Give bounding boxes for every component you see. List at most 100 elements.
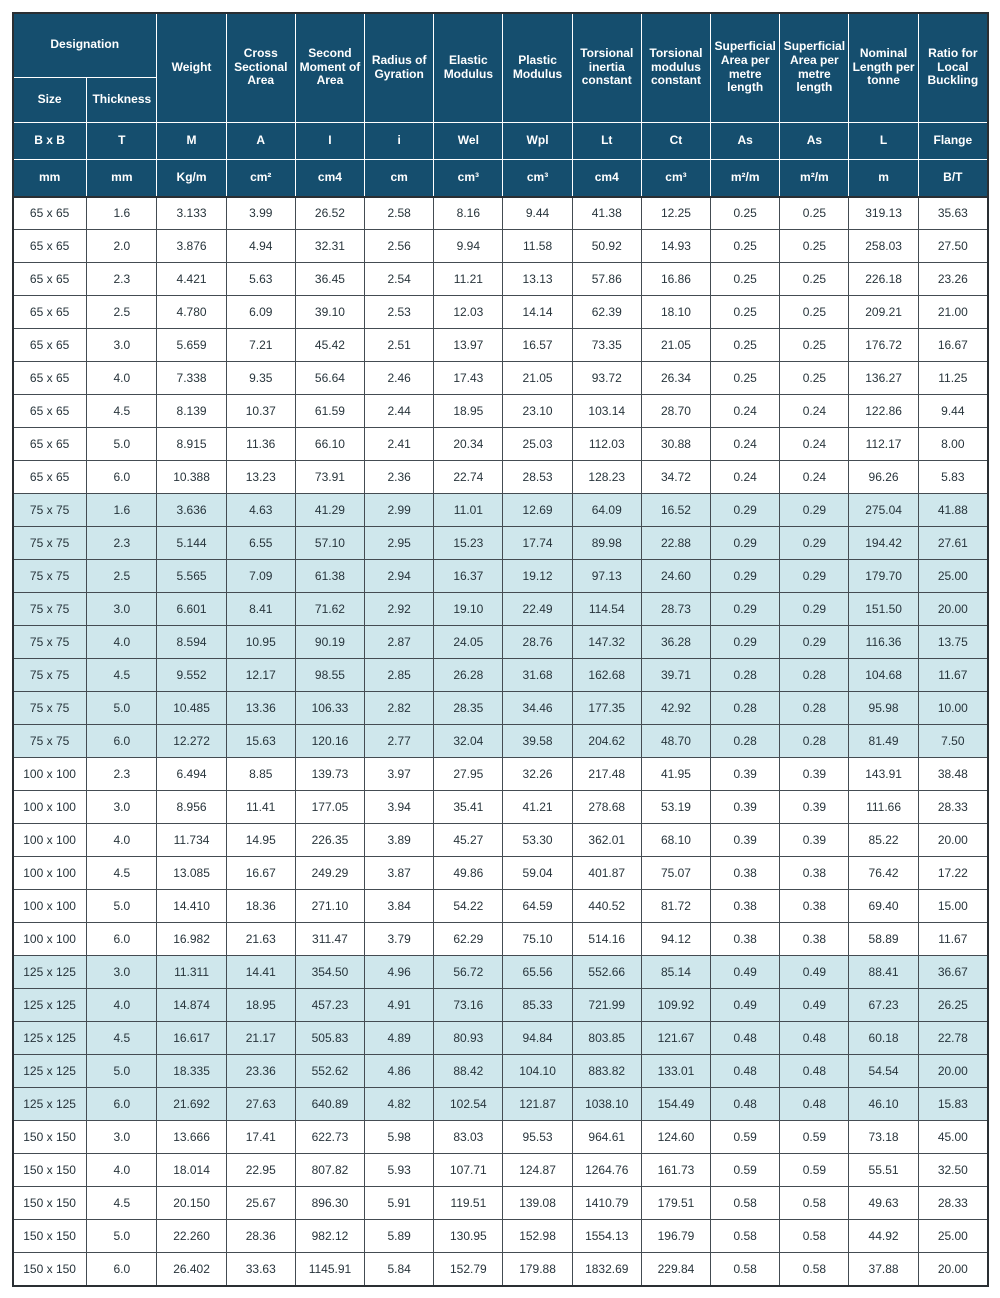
table-cell: 6.0: [87, 1088, 157, 1121]
table-cell: 2.5: [87, 560, 157, 593]
table-cell: 25.00: [918, 560, 987, 593]
table-cell: 20.00: [918, 1055, 987, 1088]
table-cell: 8.85: [226, 758, 295, 791]
table-row: 100 x 1004.513.08516.67249.293.8749.8659…: [13, 857, 988, 890]
table-cell: 11.67: [918, 659, 987, 692]
header-size: Size: [13, 78, 87, 123]
table-cell: 5.0: [87, 1220, 157, 1253]
table-cell: 1038.10: [572, 1088, 641, 1121]
unit-7: cm³: [503, 160, 572, 197]
table-cell: 73.16: [434, 989, 503, 1022]
table-cell: 69.40: [849, 890, 918, 923]
sym-6: Wel: [434, 123, 503, 160]
table-cell: 54.22: [434, 890, 503, 923]
table-cell: 23.36: [226, 1055, 295, 1088]
unit-0: mm: [13, 160, 87, 197]
table-row: 75 x 754.08.59410.9590.192.8724.0528.761…: [13, 626, 988, 659]
table-cell: 20.150: [157, 1187, 226, 1220]
table-cell: 16.86: [641, 263, 710, 296]
table-cell: 0.25: [780, 362, 849, 395]
table-cell: 12.272: [157, 725, 226, 758]
table-cell: 14.874: [157, 989, 226, 1022]
table-cell: 22.88: [641, 527, 710, 560]
header-surf2: Superficial Area per metre length: [780, 13, 849, 123]
sym-11: As: [780, 123, 849, 160]
table-row: 75 x 752.35.1446.5557.102.9515.2317.7489…: [13, 527, 988, 560]
table-row: 65 x 654.07.3389.3556.642.4617.4321.0593…: [13, 362, 988, 395]
table-cell: 0.25: [711, 329, 780, 362]
table-cell: 8.00: [918, 428, 987, 461]
table-cell: 0.25: [780, 263, 849, 296]
table-cell: 24.05: [434, 626, 503, 659]
table-cell: 109.92: [641, 989, 710, 1022]
table-row: 65 x 655.08.91511.3666.102.4120.3425.031…: [13, 428, 988, 461]
table-cell: 2.77: [365, 725, 434, 758]
table-cell: 5.0: [87, 890, 157, 923]
table-cell: 22.260: [157, 1220, 226, 1253]
table-cell: 13.666: [157, 1121, 226, 1154]
table-cell: 15.00: [918, 890, 987, 923]
table-cell: 803.85: [572, 1022, 641, 1055]
table-cell: 125 x 125: [13, 1022, 87, 1055]
table-cell: 5.63: [226, 263, 295, 296]
sym-1: T: [87, 123, 157, 160]
table-row: 100 x 1006.016.98221.63311.473.7962.2975…: [13, 923, 988, 956]
table-cell: 14.14: [503, 296, 572, 329]
table-cell: 721.99: [572, 989, 641, 1022]
header-gyration: Radius of Gyration: [365, 13, 434, 123]
table-cell: 139.73: [295, 758, 364, 791]
table-cell: 75 x 75: [13, 593, 87, 626]
table-cell: 9.552: [157, 659, 226, 692]
table-row: 100 x 1003.08.95611.41177.053.9435.4141.…: [13, 791, 988, 824]
table-cell: 136.27: [849, 362, 918, 395]
table-cell: 0.49: [711, 956, 780, 989]
table-cell: 11.25: [918, 362, 987, 395]
table-cell: 85.14: [641, 956, 710, 989]
table-cell: 5.144: [157, 527, 226, 560]
table-cell: 100 x 100: [13, 758, 87, 791]
table-cell: 209.21: [849, 296, 918, 329]
table-cell: 0.25: [711, 296, 780, 329]
table-cell: 122.86: [849, 395, 918, 428]
table-cell: 18.014: [157, 1154, 226, 1187]
table-cell: 130.95: [434, 1220, 503, 1253]
table-cell: 38.48: [918, 758, 987, 791]
table-cell: 16.57: [503, 329, 572, 362]
table-cell: 62.39: [572, 296, 641, 329]
table-cell: 59.04: [503, 857, 572, 890]
table-cell: 14.93: [641, 230, 710, 263]
table-cell: 0.38: [780, 890, 849, 923]
table-row: 65 x 653.05.6597.2145.422.5113.9716.5773…: [13, 329, 988, 362]
table-cell: 12.17: [226, 659, 295, 692]
table-cell: 179.88: [503, 1253, 572, 1286]
table-row: 125 x 1253.011.31114.41354.504.9656.7265…: [13, 956, 988, 989]
table-cell: 28.36: [226, 1220, 295, 1253]
table-cell: 16.617: [157, 1022, 226, 1055]
table-cell: 23.10: [503, 395, 572, 428]
table-cell: 20.00: [918, 824, 987, 857]
table-cell: 116.36: [849, 626, 918, 659]
table-cell: 152.79: [434, 1253, 503, 1286]
table-cell: 3.84: [365, 890, 434, 923]
table-cell: 34.46: [503, 692, 572, 725]
header-designation-group: Designation: [13, 13, 157, 78]
table-cell: 0.29: [711, 494, 780, 527]
table-cell: 150 x 150: [13, 1187, 87, 1220]
table-cell: 125 x 125: [13, 956, 87, 989]
table-cell: 15.63: [226, 725, 295, 758]
table-cell: 11.36: [226, 428, 295, 461]
sym-5: i: [365, 123, 434, 160]
table-cell: 640.89: [295, 1088, 364, 1121]
table-cell: 21.692: [157, 1088, 226, 1121]
table-cell: 93.72: [572, 362, 641, 395]
table-cell: 48.70: [641, 725, 710, 758]
table-cell: 0.28: [711, 725, 780, 758]
table-cell: 2.51: [365, 329, 434, 362]
sym-13: Flange: [918, 123, 987, 160]
table-cell: 41.38: [572, 197, 641, 230]
table-cell: 2.92: [365, 593, 434, 626]
table-cell: 9.35: [226, 362, 295, 395]
sym-9: Ct: [641, 123, 710, 160]
table-cell: 13.36: [226, 692, 295, 725]
table-cell: 12.03: [434, 296, 503, 329]
